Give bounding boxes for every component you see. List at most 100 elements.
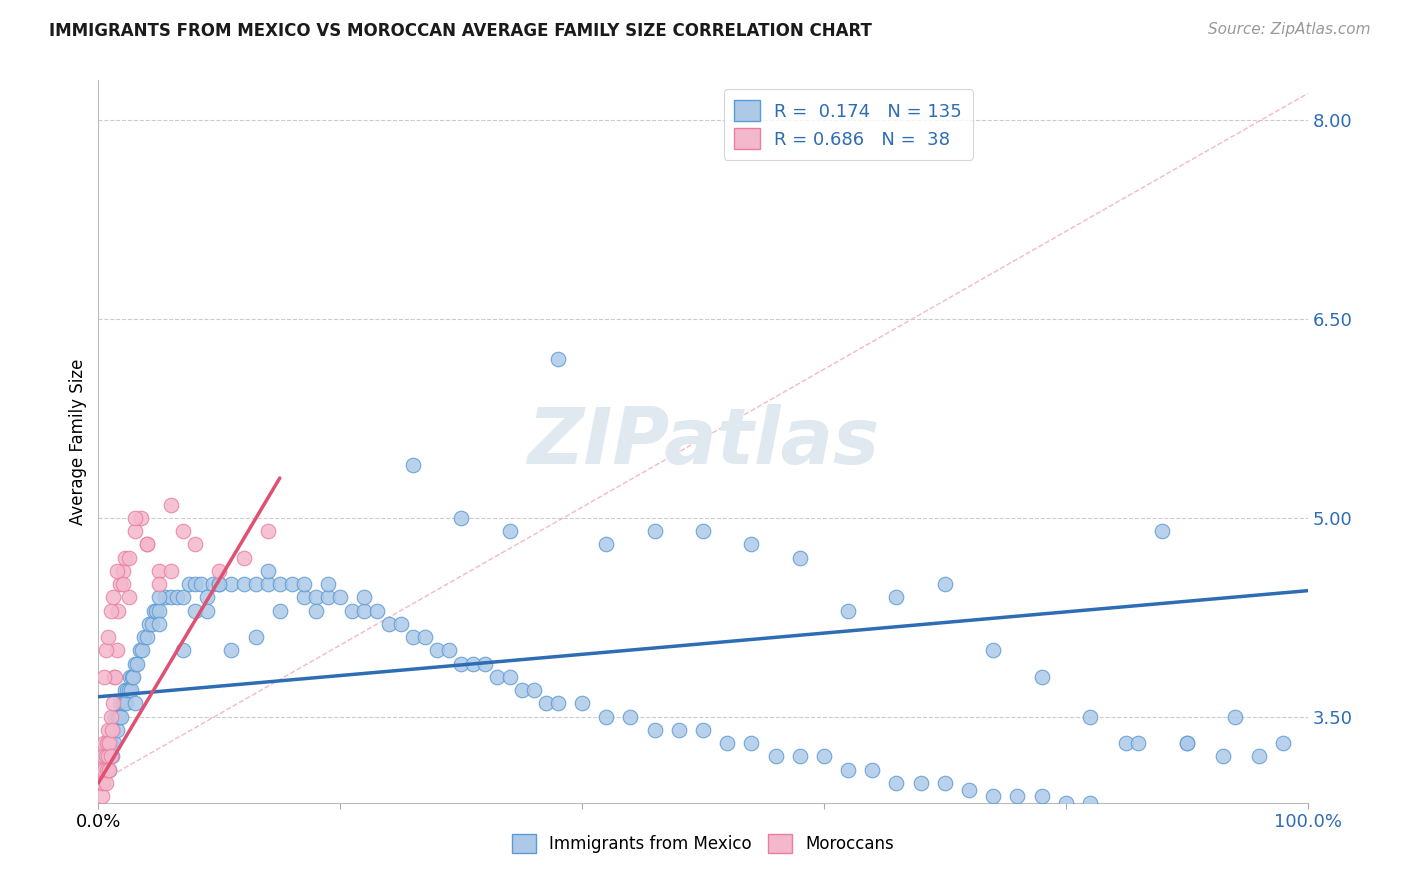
Y-axis label: Average Family Size: Average Family Size	[69, 359, 87, 524]
Point	[118, 683, 141, 698]
Point	[122, 670, 145, 684]
Point	[124, 697, 146, 711]
Point	[148, 616, 170, 631]
Point	[463, 657, 485, 671]
Point	[108, 709, 131, 723]
Point	[245, 577, 267, 591]
Point	[595, 709, 617, 723]
Point	[305, 591, 328, 605]
Point	[107, 709, 129, 723]
Text: ZIPatlas: ZIPatlas	[527, 403, 879, 480]
Point	[100, 723, 122, 737]
Point	[765, 749, 787, 764]
Point	[105, 643, 128, 657]
Point	[134, 630, 156, 644]
Point	[342, 603, 364, 617]
Point	[108, 577, 131, 591]
Point	[96, 763, 118, 777]
Point	[105, 564, 128, 578]
Point	[534, 697, 557, 711]
Point	[108, 697, 131, 711]
Point	[450, 657, 472, 671]
Point	[910, 776, 932, 790]
Point	[644, 524, 666, 538]
Point	[124, 510, 146, 524]
Point	[571, 697, 593, 711]
Point	[860, 763, 883, 777]
Point	[269, 603, 291, 617]
Point	[127, 657, 149, 671]
Point	[184, 603, 207, 617]
Point	[93, 736, 115, 750]
Point	[98, 763, 121, 777]
Point	[100, 749, 122, 764]
Point	[547, 351, 569, 366]
Point	[450, 510, 472, 524]
Point	[100, 749, 122, 764]
Point	[111, 564, 134, 578]
Point	[886, 776, 908, 790]
Point	[117, 683, 139, 698]
Point	[510, 683, 533, 698]
Point	[221, 577, 243, 591]
Point	[101, 697, 124, 711]
Point	[789, 550, 811, 565]
Point	[160, 498, 183, 512]
Point	[208, 577, 231, 591]
Point	[716, 736, 738, 750]
Point	[101, 591, 124, 605]
Point	[292, 577, 315, 591]
Point	[120, 683, 142, 698]
Point	[114, 550, 136, 565]
Point	[316, 577, 339, 591]
Point	[668, 723, 690, 737]
Text: IMMIGRANTS FROM MEXICO VS MOROCCAN AVERAGE FAMILY SIZE CORRELATION CHART: IMMIGRANTS FROM MEXICO VS MOROCCAN AVERA…	[49, 22, 872, 40]
Point	[619, 709, 641, 723]
Point	[93, 763, 115, 777]
Point	[91, 776, 114, 790]
Point	[837, 763, 859, 777]
Point	[1078, 709, 1101, 723]
Point	[1223, 709, 1246, 723]
Point	[402, 630, 425, 644]
Point	[98, 763, 121, 777]
Point	[141, 616, 163, 631]
Point	[981, 643, 1004, 657]
Point	[740, 537, 762, 551]
Point	[97, 749, 120, 764]
Point	[426, 643, 449, 657]
Point	[305, 603, 328, 617]
Point	[172, 524, 194, 538]
Point	[104, 670, 127, 684]
Point	[1212, 749, 1234, 764]
Point	[124, 524, 146, 538]
Point	[143, 603, 166, 617]
Point	[377, 616, 399, 631]
Point	[103, 736, 125, 750]
Point	[1249, 749, 1271, 764]
Point	[94, 776, 117, 790]
Point	[124, 657, 146, 671]
Point	[934, 776, 956, 790]
Point	[100, 709, 122, 723]
Point	[128, 643, 150, 657]
Point	[934, 577, 956, 591]
Point	[1031, 789, 1053, 804]
Point	[813, 749, 835, 764]
Point	[184, 537, 207, 551]
Point	[94, 749, 117, 764]
Point	[208, 564, 231, 578]
Point	[101, 723, 124, 737]
Point	[100, 603, 122, 617]
Point	[1272, 736, 1295, 750]
Point	[110, 709, 132, 723]
Point	[316, 591, 339, 605]
Point	[91, 763, 114, 777]
Point	[129, 510, 152, 524]
Point	[184, 577, 207, 591]
Point	[256, 564, 278, 578]
Point	[232, 577, 254, 591]
Point	[195, 603, 218, 617]
Point	[245, 630, 267, 644]
Point	[160, 591, 183, 605]
